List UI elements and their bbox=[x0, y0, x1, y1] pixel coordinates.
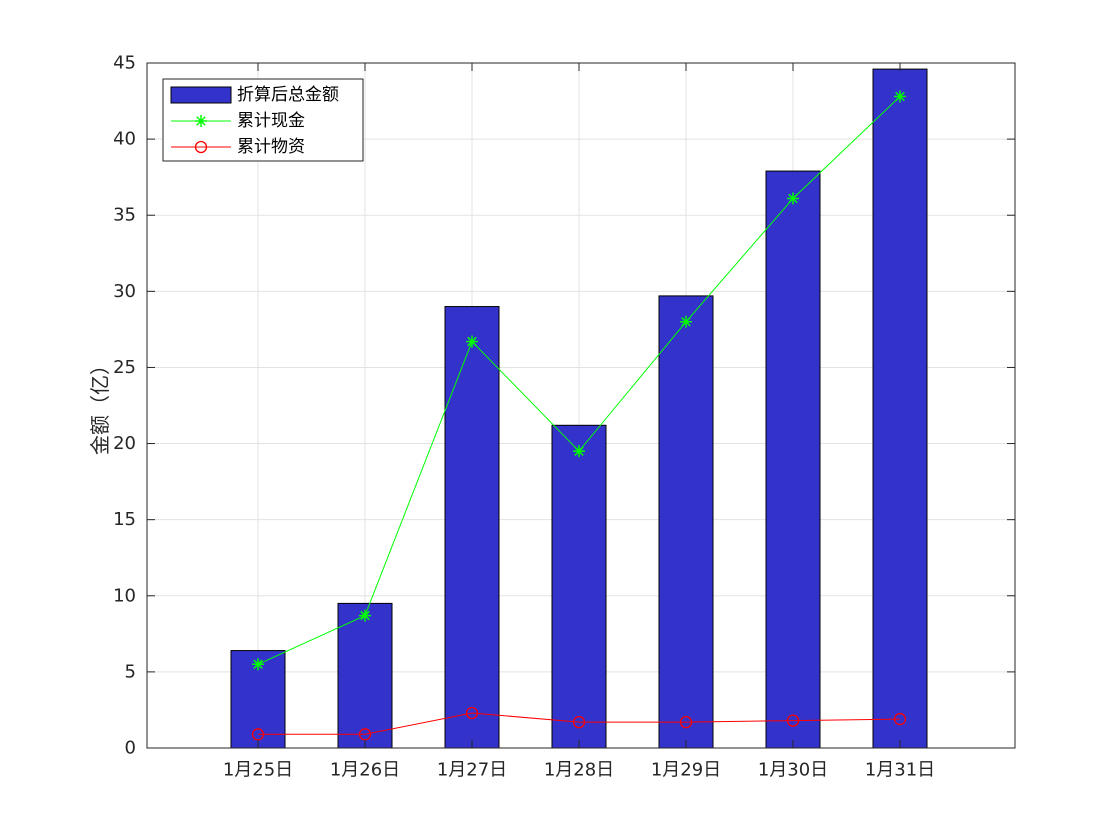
data-point bbox=[573, 445, 585, 458]
y-tick-label: 25 bbox=[113, 357, 136, 378]
series-line bbox=[258, 712, 901, 735]
y-tick-label: 5 bbox=[125, 661, 136, 682]
bar bbox=[765, 170, 821, 749]
y-tick-label: 30 bbox=[113, 281, 136, 302]
data-point bbox=[465, 706, 479, 720]
x-tick-label: 1月25日 bbox=[223, 760, 293, 781]
y-tick-label: 0 bbox=[125, 738, 136, 759]
legend-label: 累计物资 bbox=[237, 137, 305, 157]
line-series bbox=[251, 90, 907, 741]
x-tick-label: 1月30日 bbox=[758, 760, 828, 781]
bar bbox=[658, 295, 714, 749]
x-tick-label: 1月26日 bbox=[330, 760, 400, 781]
y-tick-label: 20 bbox=[113, 433, 136, 454]
x-tick-label: 1月27日 bbox=[437, 760, 507, 781]
bar-series bbox=[230, 68, 928, 749]
bar bbox=[872, 68, 928, 749]
y-tick-label: 10 bbox=[113, 585, 136, 606]
y-tick-label: 35 bbox=[113, 205, 136, 226]
legend-label: 累计现金 bbox=[237, 111, 305, 131]
legend-marker bbox=[194, 140, 208, 154]
data-point bbox=[679, 715, 693, 729]
x-tick-label: 1月31日 bbox=[865, 760, 935, 781]
y-tick-label: 40 bbox=[113, 129, 136, 150]
legend-swatch bbox=[170, 86, 232, 104]
data-point bbox=[251, 728, 265, 741]
y-tick-label: 45 bbox=[113, 53, 136, 74]
data-point bbox=[358, 728, 372, 741]
plot-frame bbox=[146, 62, 1016, 749]
bar bbox=[444, 306, 500, 749]
y-axis-label: 金额（亿） bbox=[88, 355, 112, 455]
data-point bbox=[680, 315, 692, 328]
data-point bbox=[787, 192, 799, 205]
bar bbox=[551, 424, 607, 749]
axes: 0 5 10 15 20 25 30 35 40 45 1月25日 1月26日 1月27日 1月28日 1月… bbox=[113, 53, 1015, 781]
bar bbox=[337, 602, 393, 749]
legend-label: 折算后总金额 bbox=[237, 85, 339, 105]
y-tick-label: 15 bbox=[113, 509, 136, 530]
x-tick-label: 1月29日 bbox=[651, 760, 721, 781]
legend-marker bbox=[195, 115, 207, 127]
data-point bbox=[786, 714, 800, 727]
data-point bbox=[572, 715, 586, 729]
data-point bbox=[359, 609, 371, 622]
data-point bbox=[893, 712, 907, 726]
data-point bbox=[466, 335, 478, 348]
data-point bbox=[894, 90, 906, 103]
x-tick-label: 1月28日 bbox=[544, 760, 614, 781]
data-point bbox=[252, 658, 264, 671]
